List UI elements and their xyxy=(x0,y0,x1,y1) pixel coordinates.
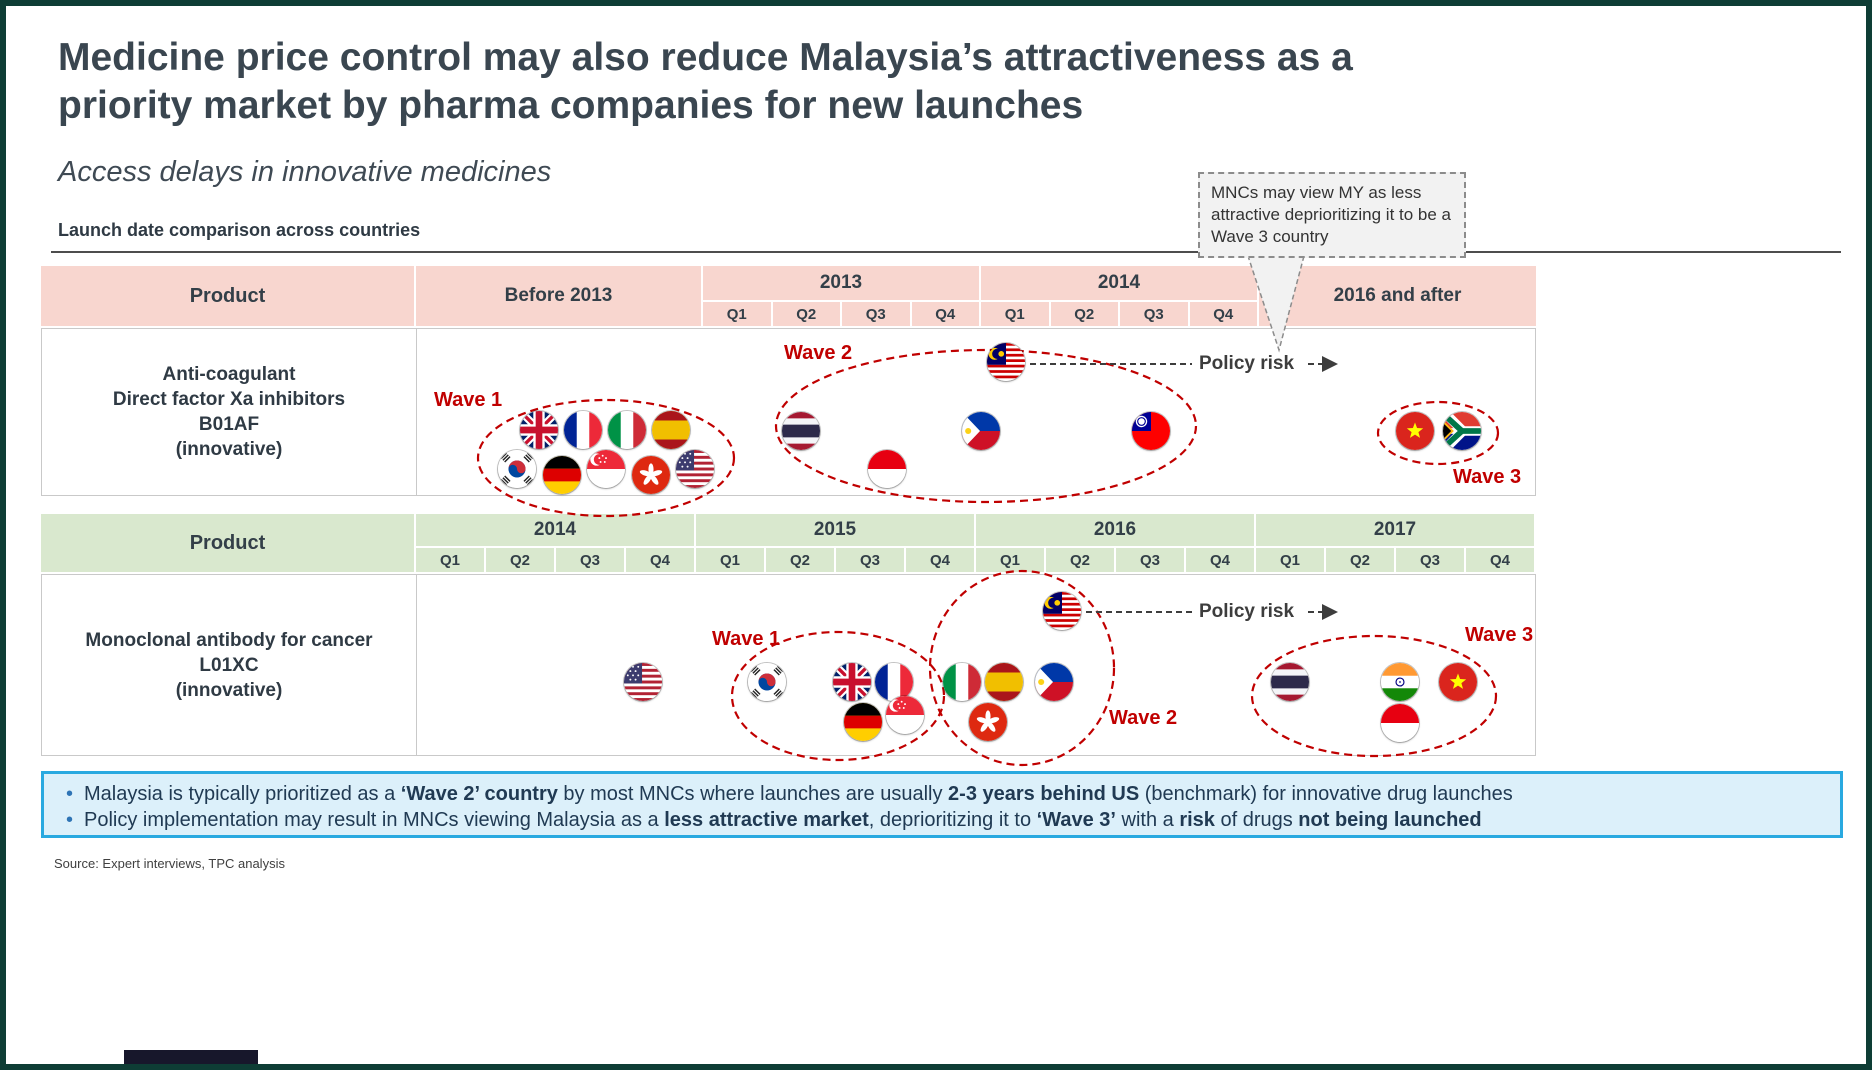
table2-2014-q1: Q1 xyxy=(416,548,484,572)
table1-product-cell: Anti-coagulant Direct factor Xa inhibito… xyxy=(42,329,417,495)
table1-2013-q1: Q1 xyxy=(703,302,771,326)
product-line: B01AF xyxy=(198,414,260,435)
table1-timeline-canvas xyxy=(417,329,1535,495)
section-label: Launch date comparison across countries xyxy=(58,220,421,240)
insight-box: Malaysia is typically prioritized as a ‘… xyxy=(41,771,1843,838)
table1-2013-q4: Q4 xyxy=(911,302,979,326)
t2-wave2-label: Wave 2 xyxy=(1109,707,1178,729)
t1-policy-risk-label: Policy risk xyxy=(1199,353,1295,374)
logo-bar xyxy=(124,1050,258,1064)
table2-year-2017-header: 2017 xyxy=(1256,514,1534,546)
product-line: Monoclonal antibody for cancer xyxy=(85,629,373,651)
divider-line xyxy=(51,251,1841,253)
table2-2017-q2: Q2 xyxy=(1326,548,1394,572)
table1-2013-q2: Q2 xyxy=(772,302,840,326)
table2-product-header: Product xyxy=(41,514,414,572)
table2-2014-q3: Q3 xyxy=(556,548,624,572)
table1-2014-q3: Q3 xyxy=(1120,302,1188,326)
table2-2016-q3: Q3 xyxy=(1116,548,1184,572)
table1-year-2014-header: 2014 xyxy=(981,266,1257,300)
table2-2016-q2: Q2 xyxy=(1046,548,1114,572)
source-note: Source: Expert interviews, TPC analysis xyxy=(54,856,285,871)
t1-wave1-label: Wave 1 xyxy=(434,389,503,411)
product-line: Direct factor Xa inhibitors xyxy=(112,389,346,410)
table2-2016-q4: Q4 xyxy=(1186,548,1254,572)
insight-list: Malaysia is typically prioritized as a ‘… xyxy=(58,781,1826,833)
table2-2015-q4: Q4 xyxy=(906,548,974,572)
mnc-callout: MNCs may view MY as less attractive depr… xyxy=(1198,172,1466,259)
table2-2016-q1: Q1 xyxy=(976,548,1044,572)
table2-2017-q1: Q1 xyxy=(1256,548,1324,572)
table1-2014-q1: Q1 xyxy=(981,302,1049,326)
page-subtitle: Access delays in innovative medicines xyxy=(58,156,552,188)
insight-bullet: Malaysia is typically prioritized as a ‘… xyxy=(58,781,1826,807)
table2-header: Product 2014 2015 2016 2017 Q1 Q2 Q3 Q4 … xyxy=(41,514,1536,572)
table2-2015-q1: Q1 xyxy=(696,548,764,572)
table2-year-2016-header: 2016 xyxy=(976,514,1254,546)
t2-wave3-label: Wave 3 xyxy=(1465,624,1534,646)
product-line: (innovative) xyxy=(175,439,283,460)
table1-2016-after-header: 2016 and after xyxy=(1259,266,1536,326)
table1-2013-q3: Q3 xyxy=(842,302,910,326)
table1-header: Product Before 2013 2013 2014 2016 and a… xyxy=(41,266,1536,326)
t1-wave2-label: Wave 2 xyxy=(784,342,853,364)
table2-year-2015-header: 2015 xyxy=(696,514,974,546)
t2-wave1-label: Wave 1 xyxy=(712,628,781,650)
table1-2014-q4: Q4 xyxy=(1189,302,1257,326)
table2-2015-q2: Q2 xyxy=(766,548,834,572)
table2-body: Monoclonal antibody for cancer L01XC (in… xyxy=(41,574,1536,756)
table1-year-2013-header: 2013 xyxy=(703,266,979,300)
table1-product-header: Product xyxy=(41,266,414,326)
table2-2014-q2: Q2 xyxy=(486,548,554,572)
t1-wave3-label: Wave 3 xyxy=(1453,466,1522,488)
table2-2015-q3: Q3 xyxy=(836,548,904,572)
table2-2017-q3: Q3 xyxy=(1396,548,1464,572)
table2-2014-q4: Q4 xyxy=(626,548,694,572)
insight-bullet: Policy implementation may result in MNCs… xyxy=(58,807,1826,833)
page-title: Medicine price control may also reduce M… xyxy=(58,36,1353,127)
t2-policy-risk-label: Policy risk xyxy=(1199,601,1295,622)
table2-year-2014-header: 2014 xyxy=(416,514,694,546)
product-line: (innovative) xyxy=(175,679,283,701)
table2-timeline-canvas xyxy=(417,575,1535,755)
table2-product-cell: Monoclonal antibody for cancer L01XC (in… xyxy=(42,575,417,755)
table2-2017-q4: Q4 xyxy=(1466,548,1534,572)
product-line: L01XC xyxy=(199,654,259,676)
table1-2014-q2: Q2 xyxy=(1050,302,1118,326)
table1-before-2013-header: Before 2013 xyxy=(416,266,701,326)
product-line: Anti-coagulant xyxy=(162,364,296,385)
